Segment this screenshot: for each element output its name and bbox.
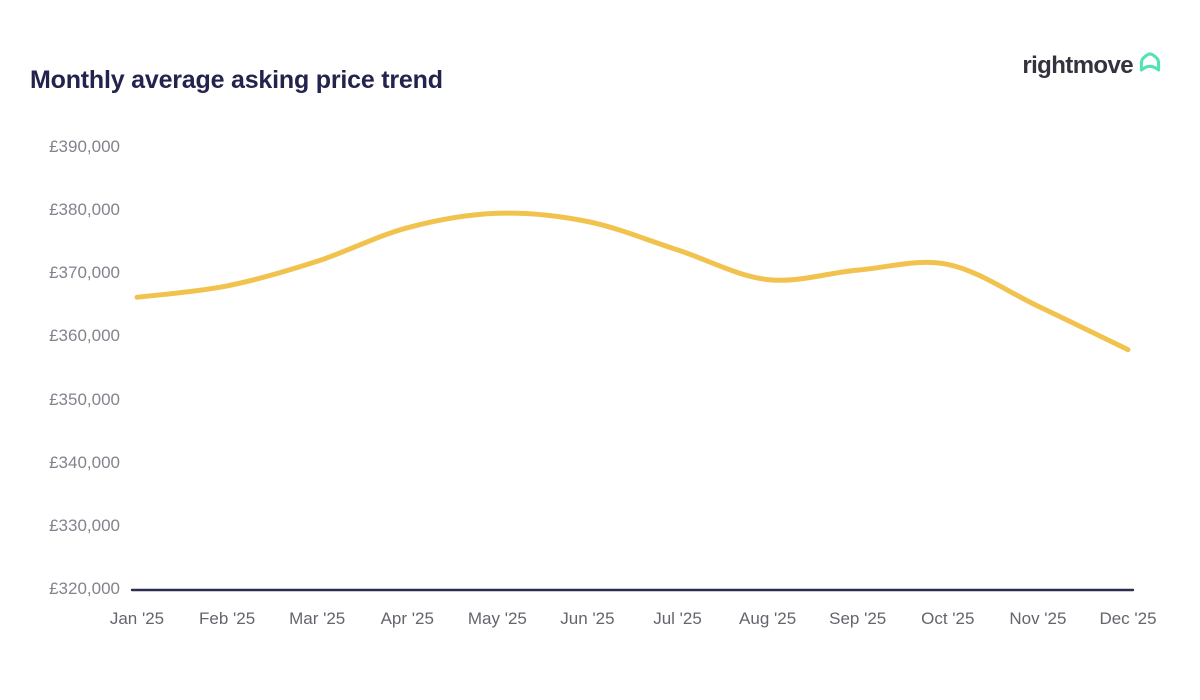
y-axis-tick-label: £380,000	[49, 200, 120, 220]
rightmove-logo-text: rightmove	[1022, 52, 1133, 79]
price-trend-line	[134, 210, 1131, 353]
y-axis-tick-label: £390,000	[49, 137, 120, 156]
y-axis-tick-label: £330,000	[49, 515, 120, 535]
x-axis-tick-label: May '25	[467, 609, 527, 628]
page-title: Monthly average asking price trend	[30, 66, 443, 94]
x-axis-tick-label: Oct '25	[921, 609, 975, 628]
house-arrow-icon	[1136, 47, 1164, 78]
x-axis-tick-label: Feb '25	[198, 609, 256, 628]
y-axis-tick-label: £370,000	[49, 263, 120, 283]
x-axis-tick-label: Mar '25	[289, 609, 346, 628]
y-axis-tick-label: £340,000	[49, 452, 120, 472]
x-axis-tick-label: Jan '25	[109, 609, 165, 628]
x-axis-tick-label: Nov '25	[1009, 609, 1067, 628]
y-axis-tick-label: £360,000	[49, 326, 120, 346]
y-axis-tick-label: £320,000	[49, 579, 120, 598]
x-axis-tick-label: Jul '25	[653, 609, 702, 628]
rightmove-logo[interactable]: rightmove	[1022, 51, 1164, 80]
y-axis-tick-label: £350,000	[49, 389, 120, 409]
x-axis-tick-label: Sep '25	[829, 609, 887, 628]
x-axis-tick-label: Dec '25	[1099, 609, 1157, 628]
x-axis-tick-label: Jun '25	[560, 609, 615, 628]
x-axis-tick-label: Aug '25	[739, 609, 797, 628]
x-axis-tick-label: Apr '25	[380, 609, 434, 628]
